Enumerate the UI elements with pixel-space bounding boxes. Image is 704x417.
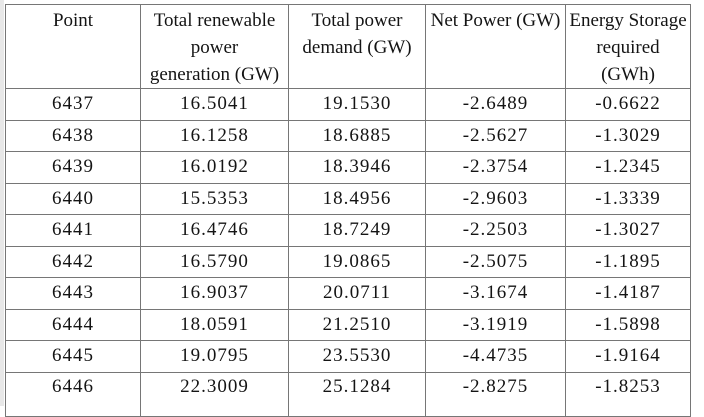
table-cell-renewable-generation: 16.4746: [140, 214, 289, 247]
table-cell-point: 6437: [5, 88, 141, 121]
table-cell-point: 6446: [5, 371, 141, 417]
table-cell-energy-storage: -1.3339: [565, 182, 691, 215]
table-cell-renewable-generation: 16.0192: [140, 151, 289, 184]
table-cell-point: 6438: [5, 119, 141, 152]
table-cell-energy-storage: -1.4187: [565, 277, 691, 310]
table-cell-power-demand: 20.0711: [288, 277, 426, 310]
table-cell-energy-storage: -1.9164: [565, 340, 691, 373]
table-body: 6437 16.5041 19.1530 -2.6489 -0.6622 6438 16.1…: [5, 88, 691, 417]
header-row: Point Total renewable power generation (G…: [5, 4, 691, 89]
column-header-net-power: Net Power (GW): [425, 4, 566, 89]
table-row: 6446 22.3009 25.1284 -2.8275 -1.8253: [5, 371, 691, 417]
table-cell-power-demand: 21.2510: [288, 308, 426, 341]
table-cell-net-power: -4.4735: [425, 340, 566, 373]
table-cell-renewable-generation: 22.3009: [140, 371, 289, 417]
table-cell-net-power: -3.1674: [425, 277, 566, 310]
table-cell-power-demand: 18.3946: [288, 151, 426, 184]
page-edge: [0, 0, 4, 406]
table-cell-renewable-generation: 16.9037: [140, 277, 289, 310]
table-cell-power-demand: 18.4956: [288, 182, 426, 215]
table-cell-power-demand: 25.1284: [288, 371, 426, 417]
table-cell-net-power: -2.8275: [425, 371, 566, 417]
table-cell-energy-storage: -1.5898: [565, 308, 691, 341]
table-row: 6441 16.4746 18.7249 -2.2503 -1.3027: [5, 214, 691, 247]
table-row: 6445 19.0795 23.5530 -4.4735 -1.9164: [5, 340, 691, 373]
table-cell-energy-storage: -1.3029: [565, 119, 691, 152]
table-cell-energy-storage: -1.8253: [565, 371, 691, 417]
table-cell-renewable-generation: 16.5041: [140, 88, 289, 121]
table-cell-renewable-generation: 18.0591: [140, 308, 289, 341]
table-cell-energy-storage: -0.6622: [565, 88, 691, 121]
table-cell-power-demand: 18.6885: [288, 119, 426, 152]
table-cell-renewable-generation: 16.1258: [140, 119, 289, 152]
table-row: 6444 18.0591 21.2510 -3.1919 -1.5898: [5, 308, 691, 341]
table-row: 6440 15.5353 18.4956 -2.9603 -1.3339: [5, 182, 691, 215]
table-cell-energy-storage: -1.1895: [565, 245, 691, 278]
table-cell-net-power: -2.3754: [425, 151, 566, 184]
table-cell-net-power: -2.6489: [425, 88, 566, 121]
table-cell-renewable-generation: 16.5790: [140, 245, 289, 278]
table-cell-renewable-generation: 15.5353: [140, 182, 289, 215]
table-cell-point: 6439: [5, 151, 141, 184]
table-cell-power-demand: 19.0865: [288, 245, 426, 278]
table-cell-energy-storage: -1.2345: [565, 151, 691, 184]
table-row: 6439 16.0192 18.3946 -2.3754 -1.2345: [5, 151, 691, 184]
table-row: 6437 16.5041 19.1530 -2.6489 -0.6622: [5, 88, 691, 121]
table-cell-renewable-generation: 19.0795: [140, 340, 289, 373]
column-header-renewable-generation: Total renewable power generation (GW): [140, 4, 289, 89]
table-row: 6443 16.9037 20.0711 -3.1674 -1.4187: [5, 277, 691, 310]
table-cell-point: 6441: [5, 214, 141, 247]
table-cell-point: 6440: [5, 182, 141, 215]
table-cell-net-power: -2.5627: [425, 119, 566, 152]
table-cell-point: 6444: [5, 308, 141, 341]
table-cell-power-demand: 23.5530: [288, 340, 426, 373]
table-row: 6442 16.5790 19.0865 -2.5075 -1.1895: [5, 245, 691, 278]
table-cell-point: 6442: [5, 245, 141, 278]
table-cell-power-demand: 19.1530: [288, 88, 426, 121]
table-cell-point: 6443: [5, 277, 141, 310]
table-cell-net-power: -3.1919: [425, 308, 566, 341]
table-cell-point: 6445: [5, 340, 141, 373]
table-cell-net-power: -2.9603: [425, 182, 566, 215]
column-header-power-demand: Total power demand (GW): [288, 4, 426, 89]
table-cell-net-power: -2.2503: [425, 214, 566, 247]
data-table: Point Total renewable power generation (G…: [5, 4, 691, 417]
table-cell-net-power: -2.5075: [425, 245, 566, 278]
table-row: 6438 16.1258 18.6885 -2.5627 -1.3029: [5, 119, 691, 152]
column-header-energy-storage: Energy Storage required (GWh): [565, 4, 691, 89]
table-cell-power-demand: 18.7249: [288, 214, 426, 247]
data-table-container: Point Total renewable power generation (G…: [5, 4, 691, 417]
table-header: Point Total renewable power generation (G…: [5, 4, 691, 89]
table-cell-energy-storage: -1.3027: [565, 214, 691, 247]
column-header-point: Point: [5, 4, 141, 89]
